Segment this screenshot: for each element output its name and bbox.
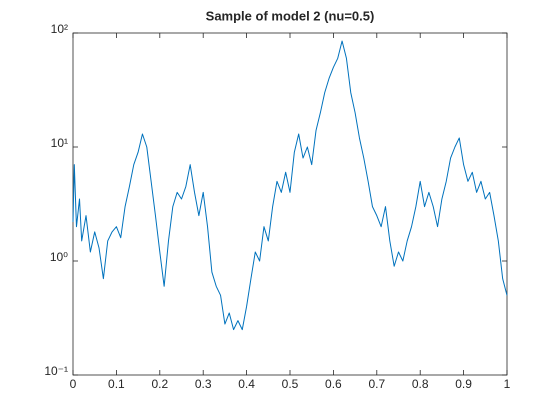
- chart-title: Sample of model 2 (nu=0.5): [206, 8, 375, 23]
- y-tick-label: 10²: [51, 22, 68, 36]
- x-tick-label: 0.5: [282, 377, 299, 391]
- x-tick-label: 0: [70, 377, 77, 391]
- x-tick-label: 0.6: [325, 377, 342, 391]
- x-tick-label: 0.4: [238, 377, 255, 391]
- x-tick-label: 0.9: [455, 377, 472, 391]
- y-tick-label: 10⁻¹: [44, 364, 68, 378]
- y-tick-label: 10⁰: [50, 250, 68, 264]
- x-tick-label: 0.7: [368, 377, 385, 391]
- axes-box: [72, 32, 508, 376]
- x-tick-label: 0.3: [195, 377, 212, 391]
- y-tick-label: 10¹: [51, 136, 68, 150]
- data-line: [72, 40, 508, 331]
- x-tick-label: 0.1: [108, 377, 125, 391]
- x-tick-label: 1: [504, 377, 511, 391]
- x-tick-label: 0.8: [412, 377, 429, 391]
- x-tick-label: 0.2: [151, 377, 168, 391]
